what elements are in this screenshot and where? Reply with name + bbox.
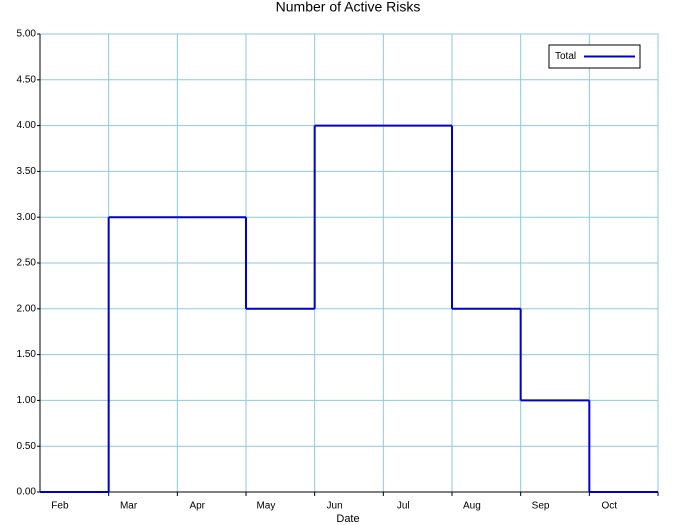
legend-label: Total: [555, 51, 576, 62]
x-tick-label: Aug: [463, 501, 481, 512]
x-tick-label: Jul: [397, 501, 410, 512]
y-tick-label: 0.50: [17, 441, 37, 452]
x-tick-label: Mar: [120, 501, 138, 512]
y-tick-label: 0.00: [17, 487, 37, 498]
x-tick-label: Jun: [327, 501, 343, 512]
y-tick-label: 3.00: [17, 212, 37, 223]
y-tick-label: 4.50: [17, 74, 37, 85]
x-tick-label: Apr: [189, 501, 205, 512]
x-tick-label: May: [256, 501, 275, 512]
x-axis-title: Date: [336, 513, 359, 525]
y-tick-label: 2.00: [17, 303, 37, 314]
x-tick-label: Oct: [601, 501, 617, 512]
y-tick-label: 1.00: [17, 395, 37, 406]
x-tick-label: Sep: [532, 501, 550, 512]
x-tick-label: Feb: [51, 501, 69, 512]
y-tick-label: 5.00: [17, 29, 37, 40]
y-tick-label: 4.00: [17, 120, 37, 131]
y-tick-label: 1.50: [17, 349, 37, 360]
chart-title: Number of Active Risks: [276, 0, 421, 15]
y-tick-label: 2.50: [17, 258, 37, 269]
y-tick-label: 3.50: [17, 166, 37, 177]
